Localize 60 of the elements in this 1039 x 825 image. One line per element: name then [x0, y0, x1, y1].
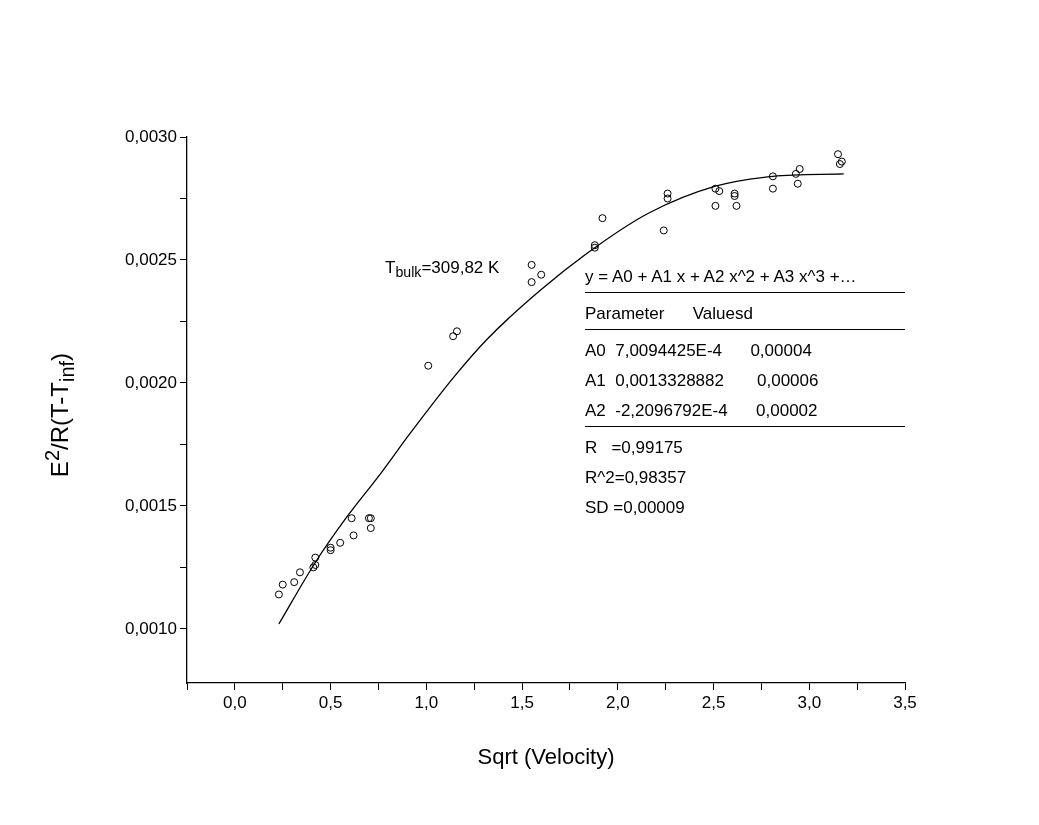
annotation: A0 7,0094425E-4 0,00004 — [585, 340, 813, 362]
annotation: R =0,99175 — [585, 437, 684, 459]
point — [833, 150, 842, 159]
y-tick-label: 0,0015 — [125, 495, 177, 515]
point — [349, 531, 358, 540]
point — [768, 172, 777, 181]
point — [663, 194, 672, 203]
y-tick-label: 0,0025 — [125, 249, 177, 269]
point — [837, 157, 846, 166]
point — [527, 260, 536, 269]
annotation: Parameter Valuesd — [585, 299, 905, 330]
annotation: T$_{bulk}$=309,82 K — [385, 258, 500, 281]
point — [366, 524, 375, 533]
point — [278, 580, 287, 589]
point — [835, 160, 844, 169]
annotation: A2 -2,2096792E-4 0,00002 — [585, 396, 905, 427]
point — [659, 226, 668, 235]
point — [326, 543, 335, 552]
point — [424, 361, 433, 370]
point — [347, 514, 356, 523]
point — [452, 327, 461, 336]
point — [791, 169, 800, 178]
point — [730, 192, 739, 201]
point — [715, 187, 724, 196]
x-tick-label: 0,5 — [318, 692, 343, 712]
x-tick-label: 0,0 — [223, 692, 247, 712]
point — [336, 538, 345, 547]
point — [326, 546, 335, 555]
x-tick-label: 2,5 — [701, 692, 726, 712]
x-tick-label: 1,0 — [414, 692, 439, 712]
annotation: A1 0,0013328882 0,00006 — [585, 370, 820, 392]
point — [711, 184, 720, 193]
point — [768, 184, 777, 193]
point — [537, 270, 546, 279]
y-tick-label: 0,0030 — [125, 126, 177, 146]
point — [295, 568, 304, 577]
annotation: y = A0 + A1 x + A2 x^2 + A3 x^3 +… — [585, 262, 905, 293]
point — [793, 179, 802, 188]
point — [309, 563, 318, 572]
point — [732, 201, 741, 210]
annotation: SD =0,00009 — [585, 497, 686, 519]
annotation: R^2=0,98357 — [585, 467, 688, 489]
point — [730, 189, 739, 198]
y-tick-label: 0,0010 — [125, 618, 177, 638]
x-axis-title: Sqrt (Velocity) — [477, 743, 615, 769]
x-tick-label: 1,5 — [510, 692, 534, 712]
y-tick-label: 0,0020 — [125, 372, 177, 392]
point — [795, 164, 804, 173]
point — [663, 189, 672, 198]
x-tick-label: 3,0 — [797, 692, 822, 712]
point — [311, 560, 320, 569]
point — [598, 214, 607, 223]
point — [711, 201, 720, 210]
point — [290, 578, 299, 587]
point — [274, 590, 283, 599]
point — [527, 278, 536, 287]
point — [449, 332, 458, 341]
point — [311, 553, 320, 562]
x-tick-label: 2,0 — [605, 692, 630, 712]
x-tick-label: 3,5 — [893, 692, 917, 712]
